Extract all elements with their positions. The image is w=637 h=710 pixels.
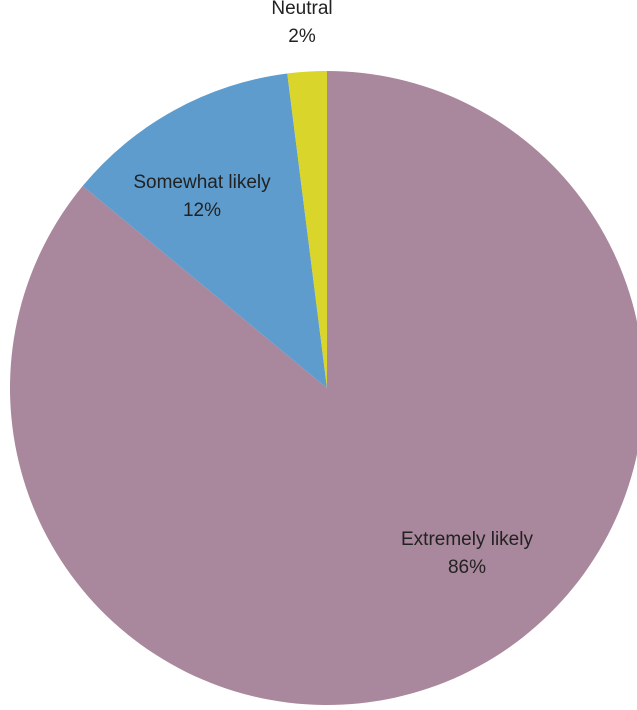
- pie-slice-extremely-likely: [10, 71, 637, 705]
- slice-value-somewhat-likely: 12%: [183, 200, 221, 221]
- pie-slices: [10, 71, 637, 705]
- slice-value-extremely-likely: 86%: [448, 557, 486, 578]
- slice-value-neutral: 2%: [288, 26, 316, 47]
- pie-slice-somewhat-likely: [82, 73, 327, 389]
- slice-name-somewhat-likely: Somewhat likely: [133, 172, 271, 193]
- slice-name-neutral: Neutral: [271, 0, 332, 19]
- slice-name-extremely-likely: Extremely likely: [401, 529, 533, 550]
- pie-labels: Extremely likely 86% Somewhat likely 12% Neu…: [133, 0, 533, 578]
- pie-slice-neutral: [287, 71, 327, 388]
